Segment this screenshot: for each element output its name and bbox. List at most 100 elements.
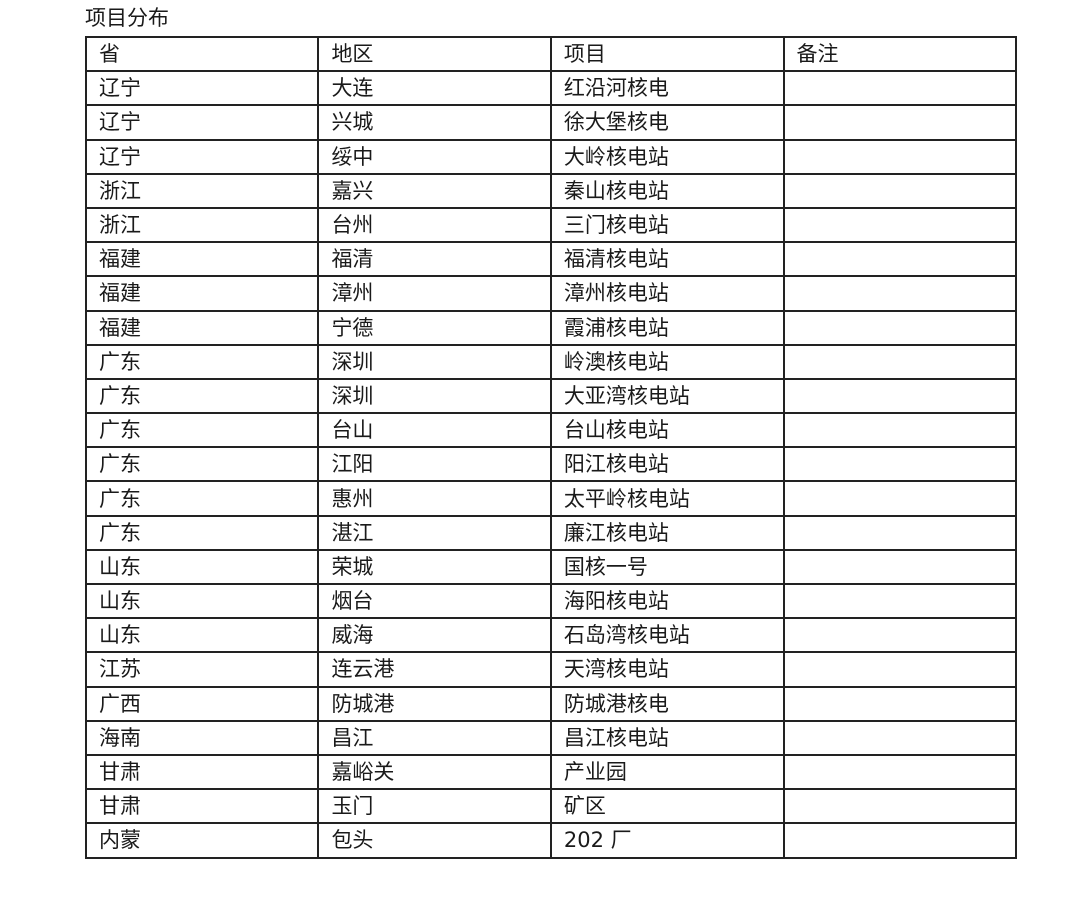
- table-row: 江苏 连云港 天湾核电站: [84, 651, 1018, 688]
- header-region: 地区: [317, 35, 552, 73]
- table-row: 广西 防城港 防城港核电: [84, 685, 1018, 722]
- cell-region: 深圳: [317, 343, 552, 380]
- cell-project: 石岛湾核电站: [549, 617, 785, 654]
- cell-region: 福清: [317, 241, 552, 278]
- cell-region: 台山: [317, 412, 552, 449]
- cell-project: 太平岭核电站: [549, 480, 785, 517]
- cell-region: 绥中: [317, 138, 552, 175]
- cell-remarks: [782, 377, 1018, 415]
- cell-remarks: [782, 617, 1018, 654]
- cell-province: 内蒙: [84, 822, 320, 859]
- cell-region: 大连: [317, 70, 552, 107]
- cell-province: 福建: [84, 309, 320, 346]
- header-remarks: 备注: [782, 35, 1018, 73]
- cell-province: 辽宁: [84, 70, 320, 107]
- cell-province: 广东: [84, 377, 320, 415]
- cell-province: 广东: [84, 446, 320, 483]
- cell-region: 防城港: [317, 685, 552, 722]
- table-row: 甘肃 嘉峪关 产业园: [84, 753, 1018, 791]
- cell-province: 福建: [84, 275, 320, 312]
- document-title: 项目分布: [85, 6, 169, 30]
- cell-province: 广东: [84, 412, 320, 449]
- cell-remarks: [782, 582, 1018, 620]
- cell-remarks: [782, 275, 1018, 312]
- cell-project: 福清核电站: [549, 241, 785, 278]
- cell-remarks: [782, 206, 1018, 244]
- cell-project: 红沿河核电: [549, 70, 785, 107]
- cell-region: 嘉峪关: [317, 753, 552, 791]
- table-row: 浙江 嘉兴 秦山核电站: [84, 172, 1018, 209]
- cell-region: 包头: [317, 822, 552, 859]
- table-row: 浙江 台州 三门核电站: [84, 206, 1018, 244]
- cell-province: 甘肃: [84, 788, 320, 825]
- cell-region: 湛江: [317, 514, 552, 551]
- table-row: 辽宁 大连 红沿河核电: [84, 70, 1018, 107]
- cell-region: 宁德: [317, 309, 552, 346]
- cell-region: 漳州: [317, 275, 552, 312]
- header-province: 省: [84, 35, 320, 73]
- cell-remarks: [782, 480, 1018, 517]
- cell-project: 202 厂: [549, 822, 785, 859]
- cell-remarks: [782, 412, 1018, 449]
- table-body: 辽宁 大连 红沿河核电 辽宁 兴城 徐大堡核电 辽宁 绥中 大岭核电站 浙江 嘉兴 秦山核电站 浙江 台州…: [84, 70, 1018, 859]
- cell-province: 广东: [84, 480, 320, 517]
- cell-province: 广东: [84, 343, 320, 380]
- table-row: 广东 惠州 太平岭核电站: [84, 480, 1018, 517]
- header-project: 项目: [549, 35, 785, 73]
- cell-province: 海南: [84, 719, 320, 756]
- cell-project: 台山核电站: [549, 412, 785, 449]
- cell-remarks: [782, 104, 1018, 141]
- table-row: 广东 深圳 岭澳核电站: [84, 343, 1018, 380]
- cell-project: 大岭核电站: [549, 138, 785, 175]
- cell-project: 产业园: [549, 753, 785, 791]
- cell-province: 山东: [84, 582, 320, 620]
- cell-project: 秦山核电站: [549, 172, 785, 209]
- cell-remarks: [782, 685, 1018, 722]
- cell-province: 山东: [84, 617, 320, 654]
- cell-remarks: [782, 446, 1018, 483]
- table-header-row: 省 地区 项目 备注: [84, 35, 1018, 73]
- cell-province: 广东: [84, 514, 320, 551]
- cell-project: 海阳核电站: [549, 582, 785, 620]
- cell-province: 辽宁: [84, 104, 320, 141]
- cell-region: 昌江: [317, 719, 552, 756]
- cell-remarks: [782, 548, 1018, 586]
- cell-remarks: [782, 514, 1018, 551]
- cell-province: 福建: [84, 241, 320, 278]
- cell-region: 玉门: [317, 788, 552, 825]
- cell-remarks: [782, 651, 1018, 688]
- cell-project: 防城港核电: [549, 685, 785, 722]
- cell-region: 兴城: [317, 104, 552, 141]
- cell-remarks: [782, 822, 1018, 859]
- cell-remarks: [782, 172, 1018, 209]
- cell-remarks: [782, 309, 1018, 346]
- cell-remarks: [782, 70, 1018, 107]
- cell-region: 嘉兴: [317, 172, 552, 209]
- table-row: 山东 威海 石岛湾核电站: [84, 617, 1018, 654]
- table-row: 甘肃 玉门 矿区: [84, 788, 1018, 825]
- cell-project: 大亚湾核电站: [549, 377, 785, 415]
- cell-province: 浙江: [84, 172, 320, 209]
- table-row: 广东 江阳 阳江核电站: [84, 446, 1018, 483]
- cell-region: 深圳: [317, 377, 552, 415]
- cell-remarks: [782, 138, 1018, 175]
- cell-region: 台州: [317, 206, 552, 244]
- cell-remarks: [782, 788, 1018, 825]
- cell-province: 浙江: [84, 206, 320, 244]
- cell-project: 三门核电站: [549, 206, 785, 244]
- table-row: 海南 昌江 昌江核电站: [84, 719, 1018, 756]
- table-row: 福建 福清 福清核电站: [84, 241, 1018, 278]
- table-row: 山东 烟台 海阳核电站: [84, 582, 1018, 620]
- cell-project: 矿区: [549, 788, 785, 825]
- cell-region: 江阳: [317, 446, 552, 483]
- table-row: 辽宁 绥中 大岭核电站: [84, 138, 1018, 175]
- cell-region: 连云港: [317, 651, 552, 688]
- table-row: 福建 漳州 漳州核电站: [84, 275, 1018, 312]
- table-row: 内蒙 包头 202 厂: [84, 822, 1018, 859]
- table-row: 福建 宁德 霞浦核电站: [84, 309, 1018, 346]
- cell-project: 天湾核电站: [549, 651, 785, 688]
- cell-province: 山东: [84, 548, 320, 586]
- cell-project: 徐大堡核电: [549, 104, 785, 141]
- cell-region: 威海: [317, 617, 552, 654]
- cell-province: 辽宁: [84, 138, 320, 175]
